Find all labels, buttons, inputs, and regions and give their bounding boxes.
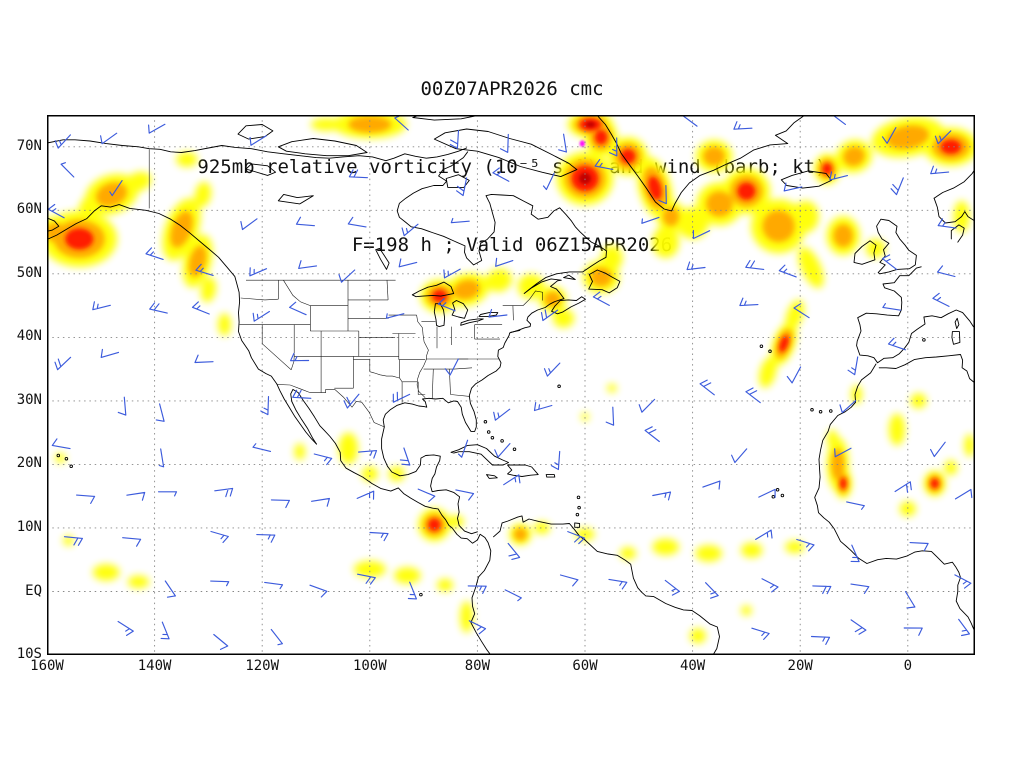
lat-tick-label-EQ: EQ (25, 582, 42, 599)
vorticity-extreme-layer (578, 121, 596, 185)
map-frame (47, 115, 975, 655)
lon-tick-label-140W: 140W (137, 658, 172, 674)
state-borders-layer (148, 149, 543, 428)
vorticity-peak-layer (579, 140, 585, 147)
lon-tick-label-120W: 120W (245, 658, 280, 674)
lon-tick-label-40W: 40W (679, 658, 706, 674)
lon-tick-label-160W: 160W (30, 658, 64, 674)
vorticity-low-layer (47, 115, 975, 644)
lat-tick-label-30N: 30N (16, 391, 42, 408)
lat-tick-label-50N: 50N (16, 264, 42, 281)
lon-tick-label-60W: 60W (572, 658, 598, 674)
lat-tick-label-40N: 40N (16, 328, 42, 345)
title-valid-line: F=198 h ; Valid 06Z15APR2026 (351, 234, 673, 256)
coastline-layer (47, 115, 975, 655)
grid-layer (47, 115, 975, 655)
lon-tick-label-20W: 20W (787, 658, 813, 674)
lon-tick-label-80W: 80W (464, 658, 491, 674)
vorticity-high-layer (65, 118, 961, 531)
lat-tick-label-20N: 20N (16, 455, 42, 472)
title-run-line: 00Z07APR2026 cmc (420, 78, 604, 100)
lon-tick-label-0: 0 (903, 658, 913, 674)
lon-tick-label-100W: 100W (352, 658, 387, 674)
map-border (47, 115, 975, 655)
lat-tick-label-60N: 60N (16, 201, 42, 218)
lat-tick-label-70N: 70N (16, 137, 42, 154)
wind-barbs-layer (47, 115, 973, 650)
lat-tick-label-10N: 10N (16, 518, 42, 535)
map-canvas (47, 115, 975, 655)
lat-tick-label-10S: 10S (16, 646, 42, 662)
